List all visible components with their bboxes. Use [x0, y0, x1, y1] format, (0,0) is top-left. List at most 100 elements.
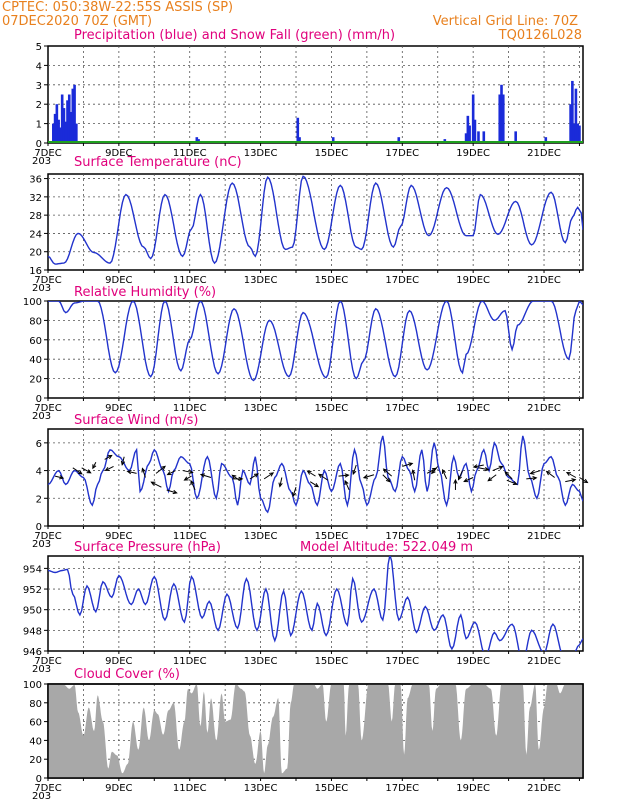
wind-vector: [72, 467, 83, 475]
wind-vector: [463, 477, 474, 482]
wind-vector: [473, 464, 484, 468]
wind-vector-head: [463, 478, 469, 483]
wind-series-line: [48, 435, 583, 514]
precip-panel: 0 1 2 3 4 5 7DEC 9DEC 11DEC 13DEC 15DEC 17DEC 19DEC 2…: [32, 42, 584, 167]
cloud-xtick-label: 11DEC: [173, 783, 207, 794]
humid-year-label: 203: [32, 411, 51, 422]
wind-vector-head: [457, 475, 462, 481]
precip-bar: [571, 80, 574, 143]
wind-vector-head: [107, 454, 113, 460]
precip-bar: [572, 123, 576, 143]
precip-ytick-label: 4: [36, 61, 42, 72]
temp-series-line: [48, 175, 583, 265]
temp-year-label: 203: [32, 283, 51, 294]
wind-vector-head: [317, 473, 323, 478]
wind-frame: [47, 428, 584, 527]
temp-xtick-label: 9DEC: [105, 275, 132, 286]
temp-panel: 16 20 24 28 32 36 7DEC 9DEC 11DEC 13DEC 15DEC 17DEC…: [29, 173, 584, 294]
precip-bar: [501, 94, 505, 143]
wind-vector: [442, 469, 448, 480]
wind-vector-head: [532, 476, 538, 481]
wind-vector-head: [512, 480, 518, 486]
wind-year-label: 203: [32, 539, 51, 550]
cloud-panel: 0 20 40 60 80 100 7DEC 9DEC 11DEC 13DEC 15DEC 17DEC…: [23, 680, 584, 800]
header-date: 07DEC2020 70Z (GMT): [2, 14, 152, 29]
wind-xtick-label: 19DEC: [456, 531, 490, 542]
wind-vector-head: [278, 482, 283, 488]
wind-vector-head: [161, 465, 166, 471]
wind-vector-head: [453, 478, 458, 484]
wind-vector: [121, 456, 125, 465]
wind-vector-head: [292, 492, 297, 498]
precip-bar: [71, 88, 75, 143]
wind-vector-head: [504, 471, 510, 476]
humid-xtick-label: 17DEC: [385, 403, 419, 414]
precip-bar: [473, 119, 477, 143]
cloud-xtick-label: 9DEC: [105, 783, 132, 794]
precip-xtick-label: 9DEC: [105, 148, 132, 159]
wind-vector: [151, 481, 162, 488]
wind-ytick-label: 2: [36, 494, 42, 505]
wind-ytick-label: 0: [36, 522, 42, 533]
wind-vector-head: [565, 471, 571, 477]
wind-vector-head: [484, 466, 490, 472]
precip-bar: [569, 104, 572, 143]
wind-vector: [105, 465, 114, 471]
wind-vector-head: [188, 469, 194, 475]
wind-vector-head: [430, 469, 436, 475]
humid-ytick-label: 40: [29, 355, 42, 366]
wind-vector-head: [104, 466, 110, 471]
humid-ytick-label: 80: [29, 316, 42, 327]
wind-vector-head: [166, 471, 172, 476]
wind-vector-head: [408, 462, 414, 467]
precip-ytick-label: 5: [36, 42, 42, 53]
wind-vector: [565, 479, 576, 483]
precip-bar: [544, 137, 548, 143]
wind-vector: [155, 465, 166, 474]
precip-bar: [59, 127, 62, 143]
precip-ytick-label: 2: [36, 100, 42, 111]
wind-vector: [81, 467, 91, 474]
wind-vector: [232, 474, 240, 481]
precip-bar: [57, 119, 60, 143]
pressure-ytick-label: 950: [23, 606, 42, 617]
wind-vector-head: [441, 468, 446, 474]
wind-vector: [54, 475, 64, 479]
wind-vector: [579, 477, 588, 483]
humidity-title: Relative Humidity (%): [74, 285, 216, 300]
pressure-ytick-label: 952: [23, 585, 42, 596]
wind-vector: [318, 473, 329, 481]
pressure-title: Surface Pressure (hPa): [74, 540, 221, 555]
precip-bar: [69, 111, 73, 143]
precip-xtick-label: 17DEC: [385, 148, 419, 159]
cloud-frame-top: [47, 683, 584, 779]
precip-bar: [64, 121, 68, 143]
wind-vector: [307, 470, 316, 477]
wind-vector-head: [382, 468, 388, 473]
wind-vector: [279, 477, 283, 487]
wind-xtick-label: 7DEC: [34, 531, 61, 542]
precip-bar: [500, 84, 503, 143]
wind-vector: [546, 471, 555, 478]
humid-ytick-label: 100: [23, 297, 42, 308]
wind-vector: [431, 466, 439, 474]
precip-bar: [397, 137, 401, 143]
wind-vector: [166, 489, 177, 494]
wind-vector: [292, 487, 297, 497]
wind-vector-head: [487, 476, 493, 482]
wind-vector: [309, 481, 319, 488]
wind-vectors: [54, 454, 589, 498]
wind-ytick-label: 4: [36, 467, 42, 478]
temp-xtick-label: 7DEC: [34, 275, 61, 286]
wind-vector-head: [59, 475, 65, 480]
wind-vector: [363, 474, 375, 479]
model-altitude: Model Altitude: 522.049 m: [300, 540, 473, 555]
wind-vector: [141, 468, 146, 478]
precip-bar: [576, 123, 579, 143]
precip-xtick-label: 21DEC: [527, 148, 561, 159]
humid-xtick-label: 7DEC: [34, 403, 61, 414]
temp-ytick-label: 36: [29, 175, 42, 186]
temp-ytick-label: 28: [29, 211, 42, 222]
precip-bar: [66, 100, 69, 143]
wind-vector: [402, 462, 413, 467]
